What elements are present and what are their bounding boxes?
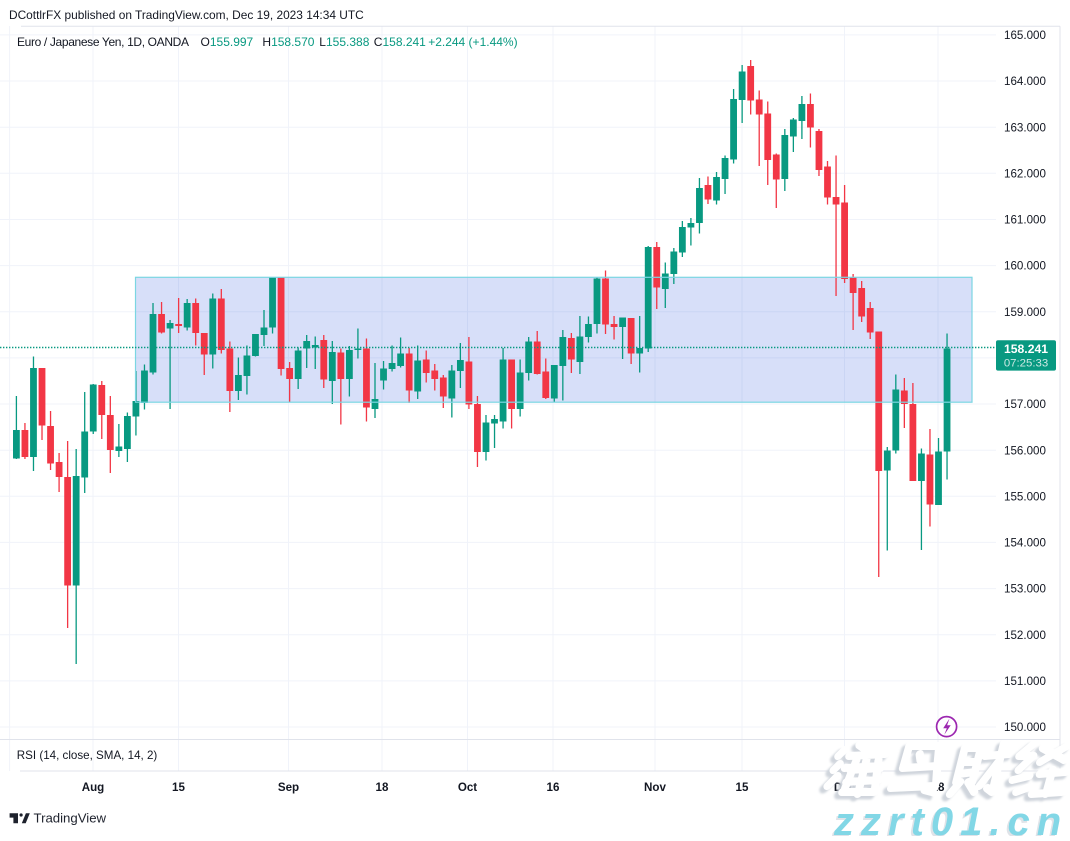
svg-text:DCottlrFX published on Trading: DCottlrFX published on TradingView.com, …	[9, 8, 364, 22]
svg-text:zzrt01.cn: zzrt01.cn	[831, 802, 1066, 836]
svg-text:152.000: 152.000	[1004, 629, 1046, 642]
svg-text:Euro / Japanese Yen, 1D, OANDA: Euro / Japanese Yen, 1D, OANDA	[17, 35, 189, 49]
svg-text:154.000: 154.000	[1004, 537, 1046, 550]
svg-text:07:25:33: 07:25:33	[1004, 358, 1048, 370]
svg-text:zzrt01.cn: zzrt01.cn	[833, 800, 1068, 836]
svg-text:Oct: Oct	[458, 781, 477, 794]
svg-text:15: 15	[736, 781, 749, 794]
svg-text:156.000: 156.000	[1004, 444, 1046, 457]
svg-text:L155.388: L155.388	[319, 35, 369, 49]
svg-text:Aug: Aug	[82, 781, 105, 794]
svg-text:159.000: 159.000	[1004, 306, 1046, 319]
svg-text:153.000: 153.000	[1004, 583, 1046, 596]
svg-text:16: 16	[547, 781, 560, 794]
svg-text:O155.997: O155.997	[201, 35, 254, 49]
svg-text:150.000: 150.000	[1004, 721, 1046, 734]
svg-text:H158.570: H158.570	[262, 35, 314, 49]
svg-text:165.000: 165.000	[1004, 29, 1046, 42]
svg-text:164.000: 164.000	[1004, 75, 1046, 88]
svg-text:Nov: Nov	[644, 781, 666, 794]
svg-text:155.000: 155.000	[1004, 490, 1046, 503]
svg-text:TradingView: TradingView	[34, 810, 107, 825]
svg-text:RSI (14, close, SMA, 14, 2): RSI (14, close, SMA, 14, 2)	[17, 749, 158, 762]
svg-text:161.000: 161.000	[1004, 214, 1046, 227]
svg-text:Sep: Sep	[278, 781, 299, 794]
svg-text:15: 15	[172, 781, 185, 794]
svg-text:+2.244 (+1.44%): +2.244 (+1.44%)	[428, 35, 517, 49]
svg-text:163.000: 163.000	[1004, 121, 1046, 134]
svg-text:18: 18	[376, 781, 389, 794]
svg-text:C158.241: C158.241	[374, 35, 426, 49]
svg-text:157.000: 157.000	[1004, 398, 1046, 411]
svg-text:158.241: 158.241	[1004, 342, 1048, 356]
svg-text:160.000: 160.000	[1004, 260, 1046, 273]
svg-text:151.000: 151.000	[1004, 675, 1046, 688]
svg-text:162.000: 162.000	[1004, 167, 1046, 180]
